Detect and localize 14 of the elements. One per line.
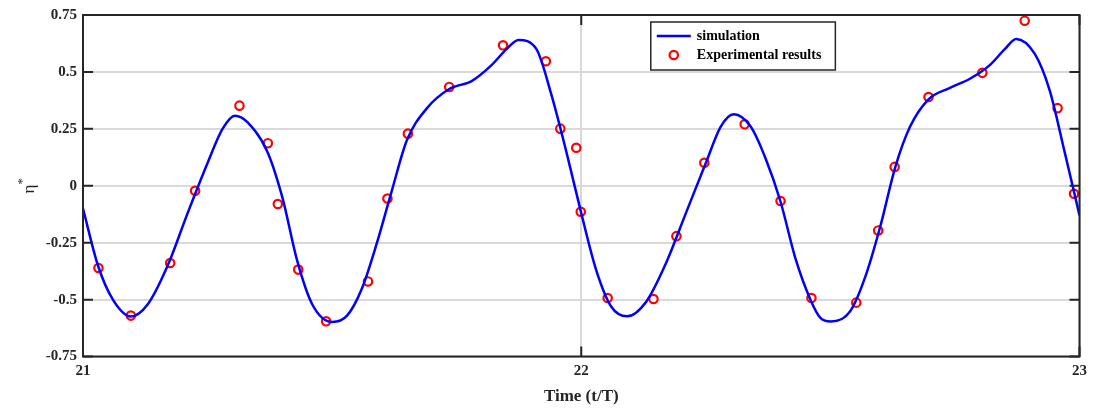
x-axis-title: Time (t/T) — [543, 386, 619, 406]
y-tick-label: -0.5 — [53, 290, 77, 307]
x-tick-label: 22 — [573, 362, 589, 379]
y-tick-label: 0.5 — [58, 62, 77, 79]
y-axis-title: η* — [14, 178, 39, 194]
y-tick-label: -0.25 — [45, 233, 77, 250]
x-tick-label: 23 — [1072, 362, 1087, 379]
legend-label: Experimental results — [696, 46, 822, 62]
y-tick-label: -0.75 — [45, 347, 77, 364]
y-tick-label: 0.75 — [50, 5, 77, 22]
y-tick-label: 0.25 — [50, 119, 77, 136]
legend-label: simulation — [696, 27, 761, 43]
x-tick-label: 21 — [75, 362, 91, 379]
y-tick-label: 0 — [69, 176, 77, 193]
